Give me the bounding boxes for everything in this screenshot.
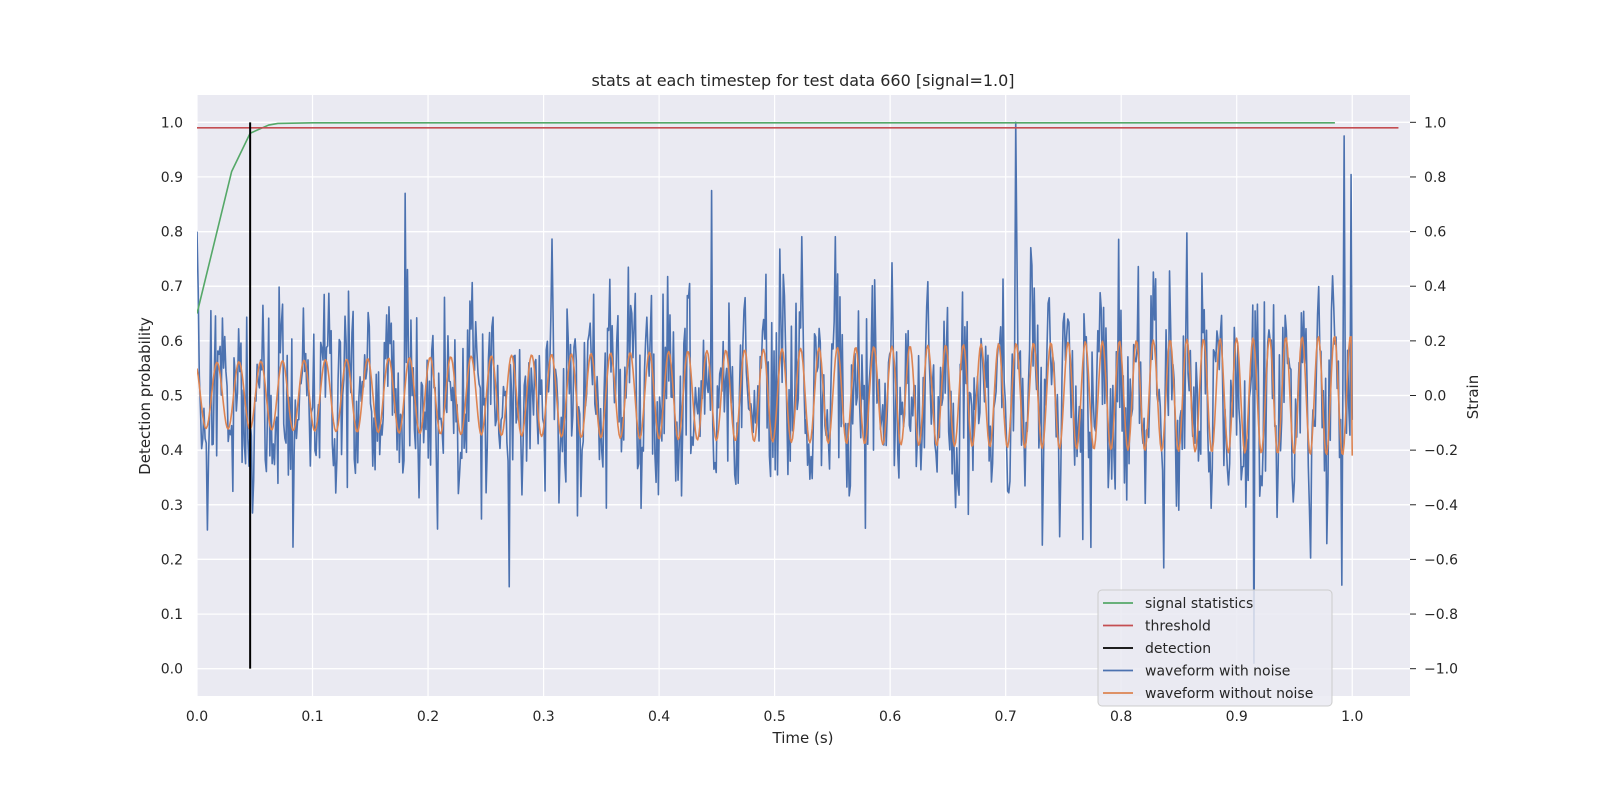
right-y-axis-label: Strain bbox=[1464, 375, 1482, 419]
series-layer bbox=[197, 121, 1399, 669]
x-tick-label: 0.5 bbox=[763, 709, 785, 725]
x-tick-label: 0.2 bbox=[417, 709, 439, 725]
right-y-tick-label: 1.0 bbox=[1424, 115, 1446, 131]
legend-entry: threshold bbox=[1145, 619, 1211, 635]
right-y-tick-label: −0.4 bbox=[1424, 498, 1458, 514]
x-axis-label: Time (s) bbox=[772, 729, 834, 747]
legend-box bbox=[1097, 589, 1333, 707]
x-tick-label: 0.4 bbox=[648, 709, 670, 725]
x-tick-label: 0.7 bbox=[995, 709, 1017, 725]
legend-entry: signal statistics bbox=[1145, 596, 1253, 612]
left-y-axis-ticks: 0.0 0.1 0.2 0.3 0.4 0.5 0.6 0.7 0.8 0.9 1.0 bbox=[161, 115, 183, 677]
left-y-tick-label: 0.7 bbox=[161, 279, 183, 295]
x-tick-label: 1.0 bbox=[1341, 709, 1363, 725]
right-y-tick-label: 0.4 bbox=[1424, 279, 1446, 295]
left-y-tick-label: 0.1 bbox=[161, 607, 183, 623]
left-y-tick-label: 0.2 bbox=[161, 552, 183, 568]
left-y-tick-label: 0.9 bbox=[161, 170, 183, 186]
right-y-tick-label: 0.2 bbox=[1424, 334, 1446, 350]
right-y-axis-ticks: −1.0 −0.8 −0.6 −0.4 −0.2 0.0 0.2 0.4 0.6 0.8 1.0 bbox=[1410, 115, 1458, 678]
x-tick-label: 0.8 bbox=[1110, 709, 1132, 725]
left-y-tick-label: 0.0 bbox=[161, 662, 183, 678]
left-y-tick-label: 1.0 bbox=[161, 115, 183, 131]
legend: signal statistics threshold detection wavef… bbox=[1097, 589, 1333, 707]
right-y-tick-label: −0.2 bbox=[1424, 443, 1458, 459]
x-tick-label: 0.1 bbox=[301, 709, 323, 725]
right-y-tick-label: −0.8 bbox=[1424, 607, 1458, 623]
legend-entry: waveform without noise bbox=[1145, 686, 1313, 702]
right-y-tick-label: −0.6 bbox=[1424, 552, 1458, 568]
left-y-tick-label: 0.6 bbox=[161, 334, 183, 350]
x-tick-label: 0.9 bbox=[1226, 709, 1248, 725]
legend-entry: detection bbox=[1145, 641, 1211, 657]
right-y-tick-label: −1.0 bbox=[1424, 662, 1458, 678]
legend-entry: waveform with noise bbox=[1145, 664, 1290, 680]
x-tick-label: 0.3 bbox=[532, 709, 554, 725]
left-y-tick-label: 0.8 bbox=[161, 225, 183, 241]
right-y-tick-label: 0.0 bbox=[1424, 389, 1446, 405]
left-y-axis-label: Detection probability bbox=[136, 317, 154, 475]
right-y-tick-label: 0.8 bbox=[1424, 170, 1446, 186]
series-waveform-with-noise bbox=[197, 121, 1354, 665]
right-y-tick-label: 0.6 bbox=[1424, 225, 1446, 241]
x-axis-ticks: 0.0 0.1 0.2 0.3 0.4 0.5 0.6 0.7 0.8 0.9 1.0 bbox=[186, 709, 1364, 725]
series-waveform-without-noise bbox=[197, 335, 1354, 456]
left-y-tick-label: 0.5 bbox=[161, 389, 183, 405]
x-tick-label: 0.0 bbox=[186, 709, 208, 725]
series-signal-statistics bbox=[197, 122, 1335, 314]
chart-title: stats at each timestep for test data 660… bbox=[591, 71, 1014, 90]
left-y-tick-label: 0.3 bbox=[161, 498, 183, 514]
left-y-tick-label: 0.4 bbox=[161, 443, 183, 459]
x-tick-label: 0.6 bbox=[879, 709, 901, 725]
